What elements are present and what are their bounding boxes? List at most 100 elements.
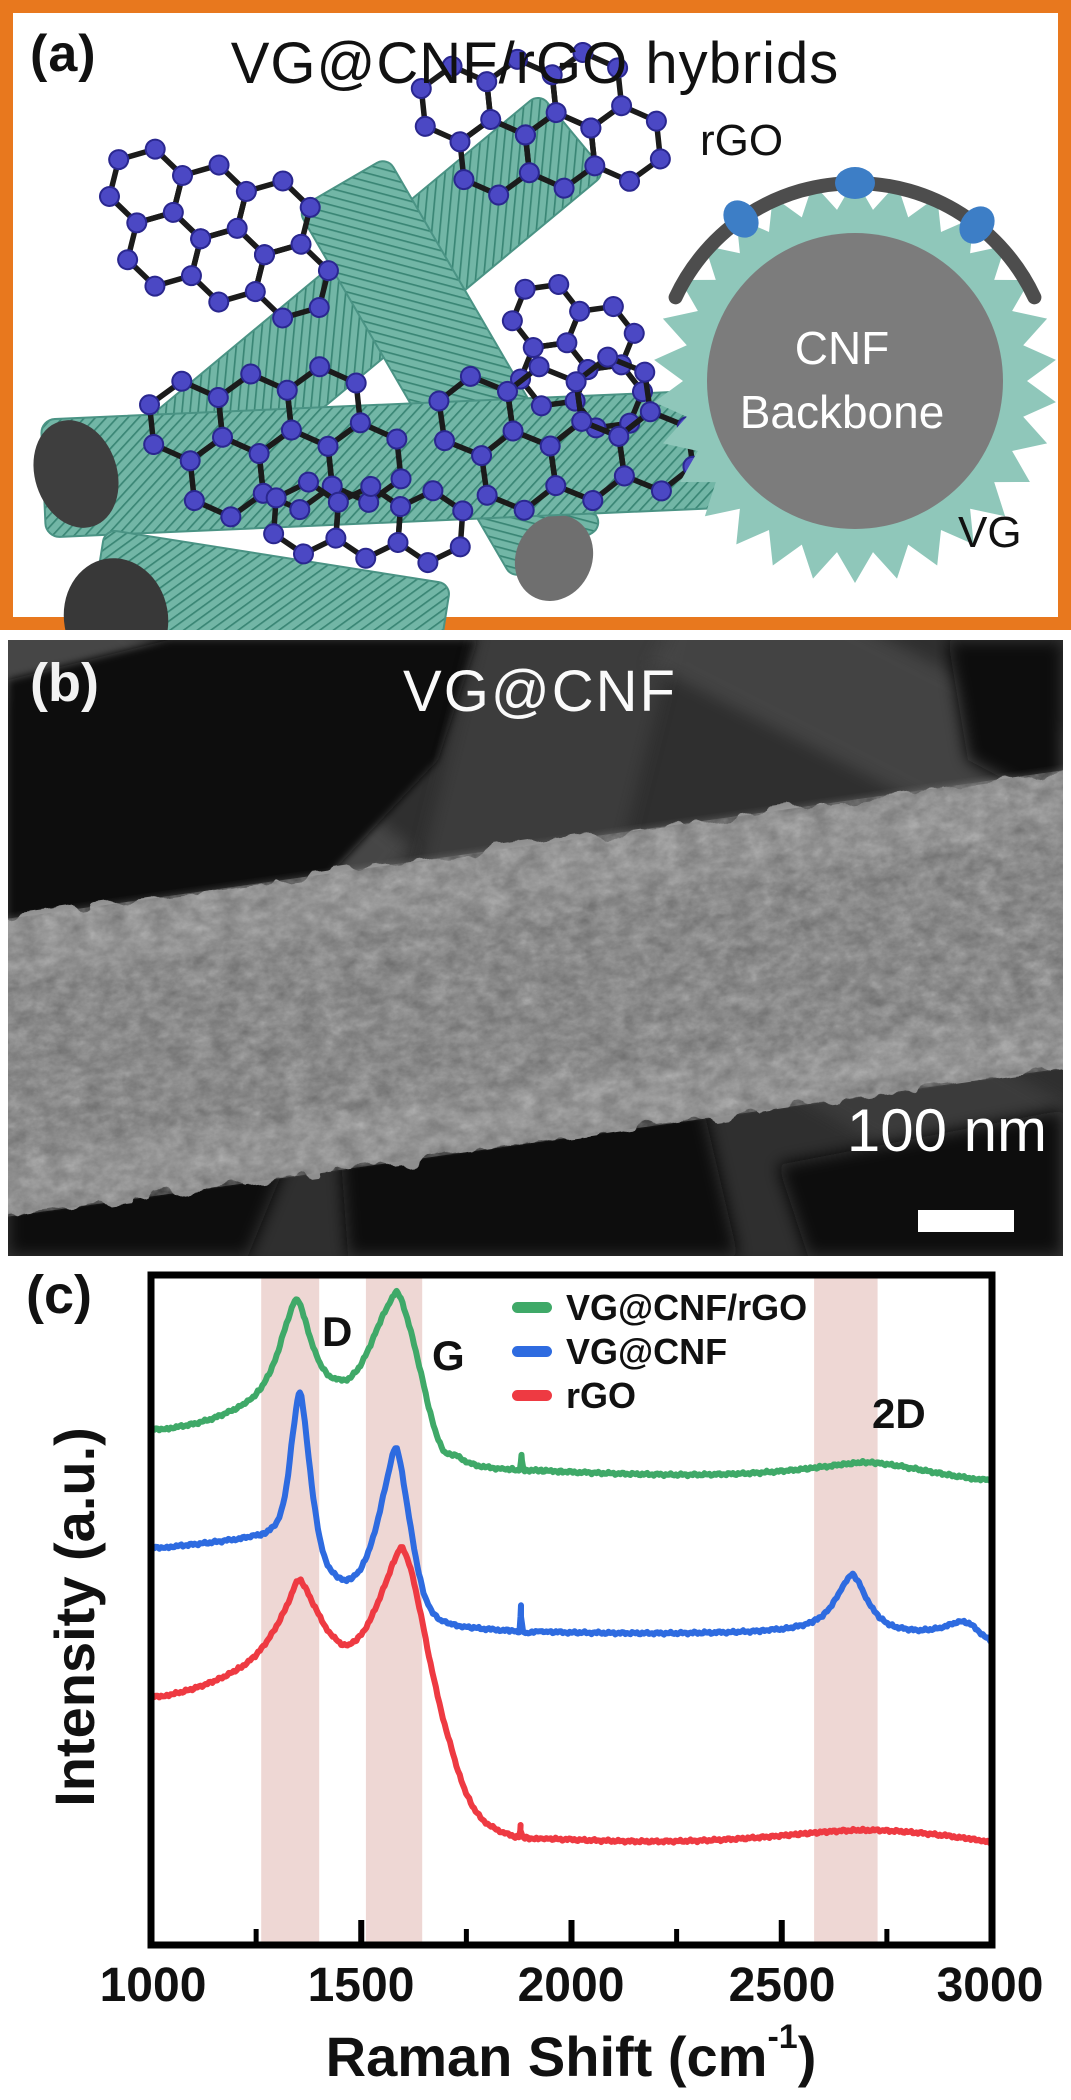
carbon-node <box>650 480 672 502</box>
carbon-node <box>569 300 591 322</box>
carbon-node <box>248 443 270 465</box>
d-peak-label: D <box>322 1308 353 1355</box>
hex-lattice-cluster <box>263 471 474 574</box>
carbon-node <box>263 523 285 545</box>
carbon-node <box>317 435 339 457</box>
carbon-node <box>619 170 641 192</box>
carbon-node <box>441 55 463 77</box>
carbon-node <box>608 425 630 447</box>
carbon-node <box>513 499 535 521</box>
carbon-node <box>143 434 165 456</box>
carbon-node <box>298 471 320 493</box>
carbon-node <box>634 361 656 383</box>
hex-lattice-cluster <box>428 346 704 521</box>
carbon-node <box>501 310 523 332</box>
carbon-node <box>183 490 205 512</box>
panel-a-label: (a) <box>30 25 97 83</box>
trace-VG@CNF <box>154 1389 989 1645</box>
superscript-minus-one: -1 <box>767 2018 798 2056</box>
panel-b-label: (b) <box>30 653 99 713</box>
carbon-node <box>244 281 266 303</box>
carbon-node <box>172 165 194 187</box>
cnf-backbone-circle <box>707 233 1003 529</box>
panel-b-sem-image <box>0 539 1071 1286</box>
legend-swatch-blue <box>512 1346 552 1357</box>
x-tick-label: 2500 <box>728 1959 836 2012</box>
carbon-node <box>265 487 287 509</box>
carbon-node <box>602 296 624 318</box>
carbon-node <box>471 445 493 467</box>
carbon-node <box>325 527 347 549</box>
carbon-node <box>449 536 471 558</box>
carbon-node <box>545 102 567 124</box>
legend-label: VG@CNF <box>566 1331 728 1372</box>
carbon-node <box>299 196 321 218</box>
carbon-node <box>582 490 604 512</box>
carbon-node <box>280 419 302 441</box>
carbon-node <box>317 260 339 282</box>
scalebar <box>918 1210 1014 1232</box>
g-peak-label: G <box>432 1332 465 1379</box>
cnf-backbone-text-label: CNF Backbone <box>739 322 945 438</box>
hex-lattice-cluster <box>98 138 339 329</box>
x-tick-label: 2000 <box>517 1959 625 2012</box>
carbon-node <box>649 148 671 170</box>
carbon-node <box>355 547 377 569</box>
carbon-node <box>645 110 667 132</box>
sem-micrograph <box>0 539 1071 1286</box>
carbon-node <box>220 506 242 528</box>
carbon-node <box>514 278 536 300</box>
x-tick-label: 1000 <box>99 1959 207 2012</box>
carbon-node <box>623 322 645 344</box>
carbon-node <box>452 500 474 522</box>
carbon-node <box>208 291 230 313</box>
carbon-node <box>207 386 229 408</box>
panel-a-schematic: (a) VG@CNF/rGO hybrids rGO VG CNF Backbo… <box>0 0 1071 630</box>
carbon-node <box>410 78 432 100</box>
carbon-node <box>292 543 314 565</box>
carbon-node <box>290 233 312 255</box>
legend-label: VG@CNF/rGO <box>566 1287 808 1328</box>
carbon-node <box>272 307 294 329</box>
carbon-node <box>502 420 524 442</box>
carbon-node <box>387 531 409 553</box>
carbon-node <box>571 410 593 432</box>
carbon-node <box>580 117 602 139</box>
carbon-node <box>386 428 408 450</box>
carbon-node <box>308 297 330 319</box>
carbon-node <box>476 484 498 506</box>
x-axis-title: Raman Shift (cm-1) <box>325 2018 817 2088</box>
carbon-node <box>126 212 148 234</box>
carbon-node <box>349 412 371 434</box>
carbon-node <box>639 401 661 423</box>
y-axis-title: Intensity (a.u.) <box>43 1427 106 1807</box>
graphene-lattice-overlay <box>98 41 704 574</box>
carbon-node <box>611 95 633 117</box>
fiber-end-cap <box>514 515 594 601</box>
carbon-node <box>180 265 202 287</box>
carbon-node <box>597 346 619 368</box>
carbon-node <box>345 372 367 394</box>
carbon-node <box>162 201 184 223</box>
carbon-node <box>272 170 294 192</box>
carbon-node <box>553 177 575 199</box>
carbon-node <box>144 275 166 297</box>
carbon-node <box>276 379 298 401</box>
scalebar-text: 100 nm <box>846 1097 1047 1164</box>
hybrid-schematic-illustration <box>33 41 1056 630</box>
legend-swatch-red <box>512 1390 552 1401</box>
carbon-node <box>565 371 587 393</box>
rgo-dot <box>959 206 995 244</box>
carbon-node <box>496 380 518 402</box>
rgo-dot <box>835 167 875 199</box>
carbon-node <box>530 395 552 417</box>
carbon-node <box>476 71 498 93</box>
carbon-node <box>528 356 550 378</box>
carbon-node <box>428 390 450 412</box>
panel-b-title: VG@CNF <box>403 659 677 724</box>
carbon-node <box>390 468 412 490</box>
carbon-node <box>108 149 130 171</box>
carbon-node <box>584 155 606 177</box>
carbon-node <box>488 184 510 206</box>
